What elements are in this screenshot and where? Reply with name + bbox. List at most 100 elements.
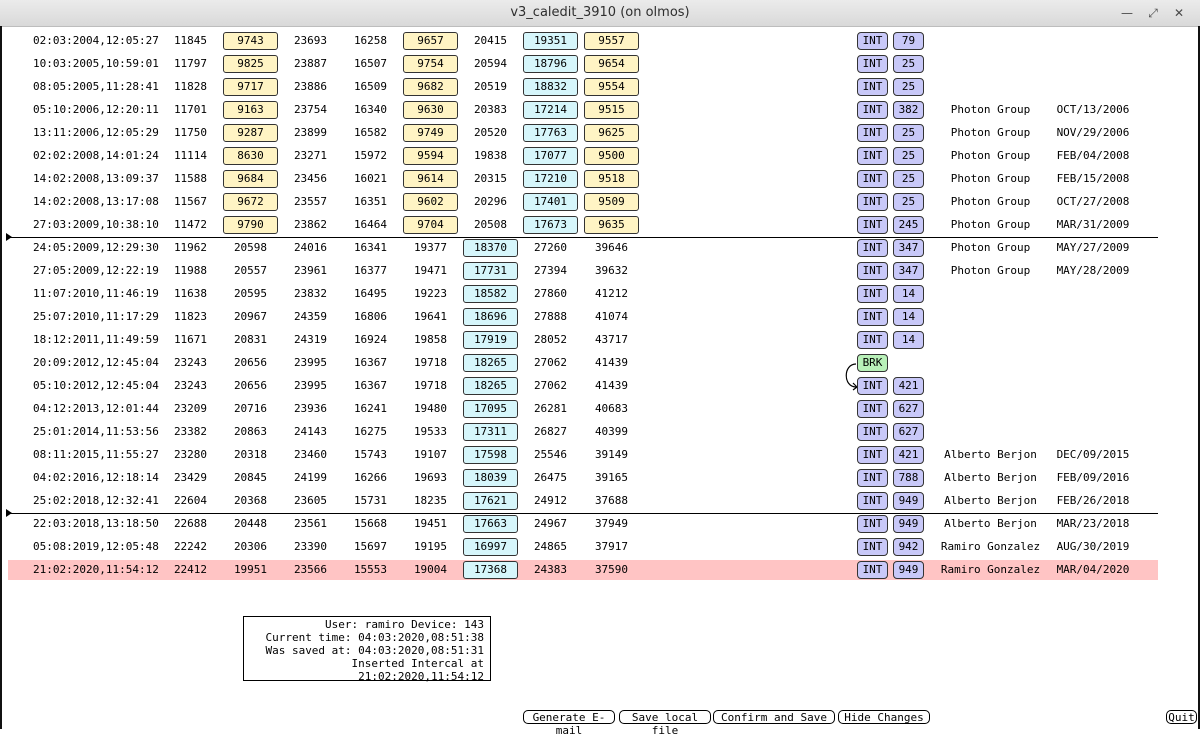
table-row[interactable]: 21:02:2020,11:54:12 22412 19951 23566 15553 1… bbox=[8, 560, 1158, 580]
int-tag-button[interactable]: INT bbox=[857, 285, 888, 303]
table-row[interactable]: 27:05:2009,12:22:19 11988 20557 23961 16377 1… bbox=[8, 261, 1158, 281]
table-row[interactable]: 25:01:2014,11:53:56 23382 20863 24143 16275 1… bbox=[8, 422, 1158, 442]
table-row[interactable]: 27:03:2009,10:38:10 11472 9790 23862 16464 97… bbox=[8, 215, 1158, 235]
value-box[interactable]: 19351 bbox=[523, 32, 578, 50]
table-row[interactable]: 13:11:2006,12:05:29 11750 9287 23899 16582 97… bbox=[8, 123, 1158, 143]
table-row[interactable]: 02:02:2008,14:01:24 11114 8630 23271 15972 95… bbox=[8, 146, 1158, 166]
interval-number-button[interactable]: 25 bbox=[893, 147, 924, 165]
interval-number-button[interactable]: 14 bbox=[893, 308, 924, 326]
int-tag-button[interactable]: INT bbox=[857, 538, 888, 556]
value-box[interactable]: 17731 bbox=[463, 262, 518, 280]
table-row[interactable]: 22:03:2018,13:18:50 22688 20448 23561 15668 1… bbox=[8, 514, 1158, 534]
value-box[interactable]: 17095 bbox=[463, 400, 518, 418]
int-tag-button[interactable]: INT bbox=[857, 515, 888, 533]
table-row[interactable]: 05:10:2012,12:45:04 23243 20656 23995 16367 1… bbox=[8, 376, 1158, 396]
value-box[interactable]: 9754 bbox=[403, 55, 458, 73]
break-tag-button[interactable]: BRK bbox=[857, 354, 888, 372]
table-row[interactable]: 14:02:2008,13:09:37 11588 9684 23456 16021 96… bbox=[8, 169, 1158, 189]
table-row[interactable]: 05:08:2019,12:05:48 22242 20306 23390 15697 1… bbox=[8, 537, 1158, 557]
quit-button[interactable]: Quit bbox=[1166, 710, 1197, 724]
value-box[interactable]: 17077 bbox=[523, 147, 578, 165]
confirm-and-save-button[interactable]: Confirm and Save bbox=[713, 710, 835, 724]
interval-number-button[interactable]: 79 bbox=[893, 32, 924, 50]
int-tag-button[interactable]: INT bbox=[857, 423, 888, 441]
value-box[interactable]: 9749 bbox=[403, 124, 458, 142]
int-tag-button[interactable]: INT bbox=[857, 193, 888, 211]
table-row[interactable]: 18:12:2011,11:49:59 11671 20831 24319 16924 1… bbox=[8, 330, 1158, 350]
value-box[interactable]: 17763 bbox=[523, 124, 578, 142]
interval-number-button[interactable]: 347 bbox=[893, 239, 924, 257]
value-box[interactable]: 9625 bbox=[584, 124, 639, 142]
int-tag-button[interactable]: INT bbox=[857, 262, 888, 280]
value-box[interactable]: 9657 bbox=[403, 32, 458, 50]
value-box[interactable]: 9557 bbox=[584, 32, 639, 50]
interval-number-button[interactable]: 421 bbox=[893, 446, 924, 464]
int-tag-button[interactable]: INT bbox=[857, 124, 888, 142]
value-box[interactable]: 17673 bbox=[523, 216, 578, 234]
interval-number-button[interactable]: 14 bbox=[893, 331, 924, 349]
interval-number-button[interactable]: 25 bbox=[893, 170, 924, 188]
int-tag-button[interactable]: INT bbox=[857, 239, 888, 257]
interval-number-button[interactable]: 627 bbox=[893, 423, 924, 441]
value-box[interactable]: 9684 bbox=[223, 170, 278, 188]
interval-number-button[interactable]: 942 bbox=[893, 538, 924, 556]
restore-icon[interactable]: ⤢ bbox=[1148, 6, 1158, 20]
value-box[interactable]: 18265 bbox=[463, 354, 518, 372]
table-row[interactable]: 10:03:2005,10:59:01 11797 9825 23887 16507 97… bbox=[8, 54, 1158, 74]
value-box[interactable]: 17311 bbox=[463, 423, 518, 441]
value-box[interactable]: 9515 bbox=[584, 101, 639, 119]
value-box[interactable]: 9500 bbox=[584, 147, 639, 165]
window-titlebar[interactable]: v3_caledit_3910 (on olmos) — ⤢ ✕ bbox=[0, 0, 1200, 27]
value-box[interactable]: 17401 bbox=[523, 193, 578, 211]
table-row[interactable]: 25:02:2018,12:32:41 22604 20368 23605 15731 1… bbox=[8, 491, 1158, 511]
value-box[interactable]: 18832 bbox=[523, 78, 578, 96]
int-tag-button[interactable]: INT bbox=[857, 400, 888, 418]
interval-number-button[interactable]: 25 bbox=[893, 55, 924, 73]
interval-number-button[interactable]: 421 bbox=[893, 377, 924, 395]
interval-number-button[interactable]: 949 bbox=[893, 561, 924, 579]
int-tag-button[interactable]: INT bbox=[857, 469, 888, 487]
interval-number-button[interactable]: 25 bbox=[893, 193, 924, 211]
int-tag-button[interactable]: INT bbox=[857, 492, 888, 510]
value-box[interactable]: 18696 bbox=[463, 308, 518, 326]
value-box[interactable]: 17598 bbox=[463, 446, 518, 464]
value-box[interactable]: 17663 bbox=[463, 515, 518, 533]
interval-number-button[interactable]: 949 bbox=[893, 492, 924, 510]
value-box[interactable]: 9614 bbox=[403, 170, 458, 188]
value-box[interactable]: 9594 bbox=[403, 147, 458, 165]
int-tag-button[interactable]: INT bbox=[857, 377, 888, 395]
int-tag-button[interactable]: INT bbox=[857, 55, 888, 73]
table-row[interactable]: 08:05:2005,11:28:41 11828 9717 23886 16509 96… bbox=[8, 77, 1158, 97]
table-row[interactable]: 14:02:2008,13:17:08 11567 9672 23557 16351 96… bbox=[8, 192, 1158, 212]
hide-changes-button[interactable]: Hide Changes bbox=[838, 710, 930, 724]
int-tag-button[interactable]: INT bbox=[857, 561, 888, 579]
value-box[interactable]: 18039 bbox=[463, 469, 518, 487]
value-box[interactable]: 9654 bbox=[584, 55, 639, 73]
value-box[interactable]: 18796 bbox=[523, 55, 578, 73]
minimize-icon[interactable]: — bbox=[1121, 6, 1133, 20]
value-box[interactable]: 9743 bbox=[223, 32, 278, 50]
value-box[interactable]: 9704 bbox=[403, 216, 458, 234]
value-box[interactable]: 17919 bbox=[463, 331, 518, 349]
table-row[interactable]: 20:09:2012,12:45:04 23243 20656 23995 16367 1… bbox=[8, 353, 1158, 373]
value-box[interactable]: 18582 bbox=[463, 285, 518, 303]
close-icon[interactable]: ✕ bbox=[1173, 6, 1185, 20]
interval-number-button[interactable]: 245 bbox=[893, 216, 924, 234]
interval-number-button[interactable]: 14 bbox=[893, 285, 924, 303]
int-tag-button[interactable]: INT bbox=[857, 331, 888, 349]
interval-number-button[interactable]: 25 bbox=[893, 78, 924, 96]
value-box[interactable]: 17368 bbox=[463, 561, 518, 579]
value-box[interactable]: 17214 bbox=[523, 101, 578, 119]
table-row[interactable]: 04:12:2013,12:01:44 23209 20716 23936 16241 1… bbox=[8, 399, 1158, 419]
table-row[interactable]: 02:03:2004,12:05:27 11845 9743 23693 16258 96… bbox=[8, 31, 1158, 51]
value-box[interactable]: 18265 bbox=[463, 377, 518, 395]
interval-number-button[interactable]: 627 bbox=[893, 400, 924, 418]
value-box[interactable]: 9635 bbox=[584, 216, 639, 234]
value-box[interactable]: 17621 bbox=[463, 492, 518, 510]
value-box[interactable]: 9602 bbox=[403, 193, 458, 211]
value-box[interactable]: 16997 bbox=[463, 538, 518, 556]
value-box[interactable]: 9518 bbox=[584, 170, 639, 188]
table-row[interactable]: 04:02:2016,12:18:14 23429 20845 24199 16266 1… bbox=[8, 468, 1158, 488]
value-box[interactable]: 9717 bbox=[223, 78, 278, 96]
int-tag-button[interactable]: INT bbox=[857, 308, 888, 326]
